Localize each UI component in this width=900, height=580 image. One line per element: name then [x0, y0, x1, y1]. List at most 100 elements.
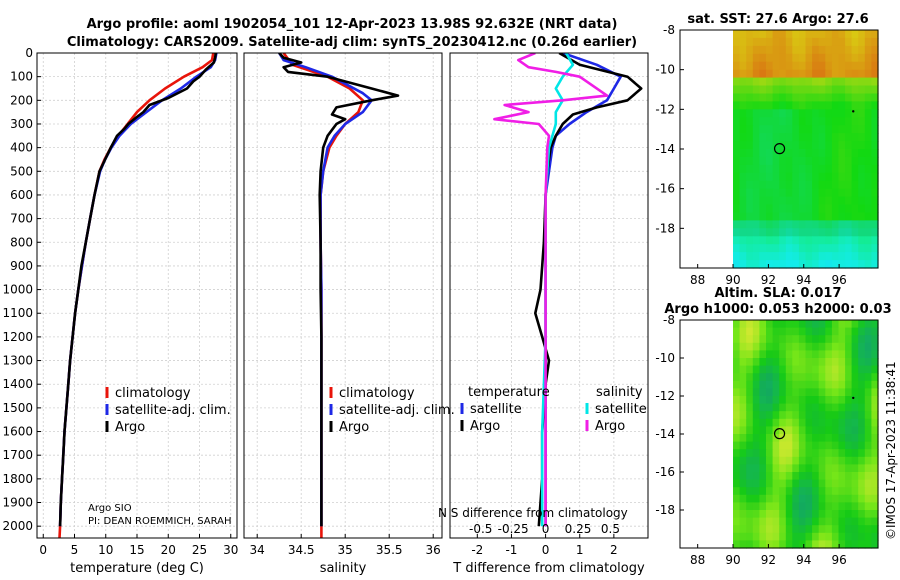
map-cell: [871, 45, 879, 55]
map-cell: [812, 411, 820, 420]
map-cell: [818, 109, 826, 118]
map-cell: [739, 411, 747, 420]
map-cell: [739, 388, 747, 397]
map-cell: [746, 540, 754, 549]
map-cell: [812, 228, 820, 237]
map-cell: [818, 180, 826, 190]
map-cell: [871, 335, 879, 344]
map-cell: [805, 479, 813, 488]
map-cell: [792, 69, 800, 79]
map-cell: [739, 350, 747, 359]
map-cell: [798, 540, 807, 549]
map-cell: [845, 517, 853, 526]
map-cell: [733, 61, 741, 71]
map-cell: [858, 204, 866, 213]
map-cell: [766, 85, 774, 94]
x-tick-label: 5: [71, 543, 79, 557]
map-cell: [851, 487, 859, 496]
map-cell: [759, 358, 767, 367]
map-cell: [752, 479, 760, 488]
map-cell: [798, 380, 807, 389]
map-cell: [739, 164, 747, 174]
map-cell: [858, 411, 866, 420]
map-cell: [825, 449, 833, 458]
imos-stamp: ©IMOS 17-Apr-2023 11:38:41: [884, 361, 898, 540]
map-cell: [792, 358, 800, 367]
map-cell: [733, 441, 741, 450]
map-cell: [812, 487, 820, 496]
map-cell: [825, 204, 833, 213]
map-cell: [812, 426, 820, 435]
map-cell: [805, 342, 813, 351]
map-cell: [818, 540, 826, 549]
map-cell: [759, 85, 767, 94]
map-cell: [864, 77, 872, 87]
map-cell: [812, 494, 820, 503]
y-tick-label: 1900: [2, 496, 33, 510]
map-cell: [772, 335, 780, 344]
map-cell: [779, 418, 787, 427]
map-cell: [746, 517, 754, 526]
map-cell: [792, 180, 800, 190]
map-cell: [838, 327, 846, 336]
legend-entry: Argo: [470, 419, 500, 434]
map-cell: [818, 196, 826, 206]
map-cell: [779, 403, 787, 412]
map-cell: [825, 434, 833, 443]
map-cell: [871, 212, 879, 221]
map-cell: [871, 156, 879, 166]
map-cell: [785, 125, 793, 134]
map-cell: [752, 260, 760, 269]
map-cell: [825, 141, 833, 150]
map-cell: [733, 426, 741, 435]
map-cell: [812, 373, 820, 382]
profile-location-marker: [773, 428, 786, 440]
map-cell: [831, 464, 840, 473]
map-cell: [766, 37, 774, 47]
x-tick-label: 36: [426, 543, 441, 557]
map-cell: [798, 252, 807, 261]
map-cell: [818, 156, 826, 166]
map-cell: [871, 204, 879, 213]
map-cell: [733, 358, 741, 367]
map-cell: [779, 456, 787, 465]
map-cell: [851, 358, 859, 367]
map-cell: [733, 156, 741, 166]
map-cell: [851, 403, 859, 412]
map-cell: [818, 220, 826, 229]
map-cell: [779, 156, 787, 166]
map-cell: [766, 532, 774, 541]
map-cell: [733, 434, 741, 443]
map-cell: [733, 418, 741, 427]
map-cell: [779, 327, 787, 336]
map-cell: [759, 149, 767, 158]
map-cell: [812, 85, 820, 94]
map-cell: [798, 188, 807, 198]
map-cell: [831, 204, 840, 213]
map-cell: [752, 85, 760, 94]
map-cell: [818, 69, 826, 79]
map-cell: [858, 434, 866, 443]
map-cell: [785, 411, 793, 420]
map-cell: [825, 125, 833, 134]
map-cell: [812, 403, 820, 412]
map-cell: [733, 109, 741, 118]
map-cell: [825, 252, 833, 261]
map-cell: [838, 517, 846, 526]
map-cell: [746, 228, 754, 237]
map-cell: [851, 220, 859, 229]
map-cell: [772, 502, 780, 511]
map-cell: [858, 525, 866, 534]
figure-title-line1: Argo profile: aoml 1902054_101 12-Apr-20…: [87, 17, 618, 32]
map-cell: [739, 418, 747, 427]
map-cell: [746, 510, 754, 519]
map-cell: [785, 149, 793, 158]
map-cell: [851, 149, 859, 158]
map-cell: [858, 320, 866, 329]
x-axis-label: T difference from climatology: [452, 561, 645, 576]
map-cell: [838, 212, 846, 221]
map-cell: [825, 85, 833, 94]
map-cell: [812, 350, 820, 359]
map-cell: [772, 30, 780, 39]
map-cell: [812, 236, 820, 245]
